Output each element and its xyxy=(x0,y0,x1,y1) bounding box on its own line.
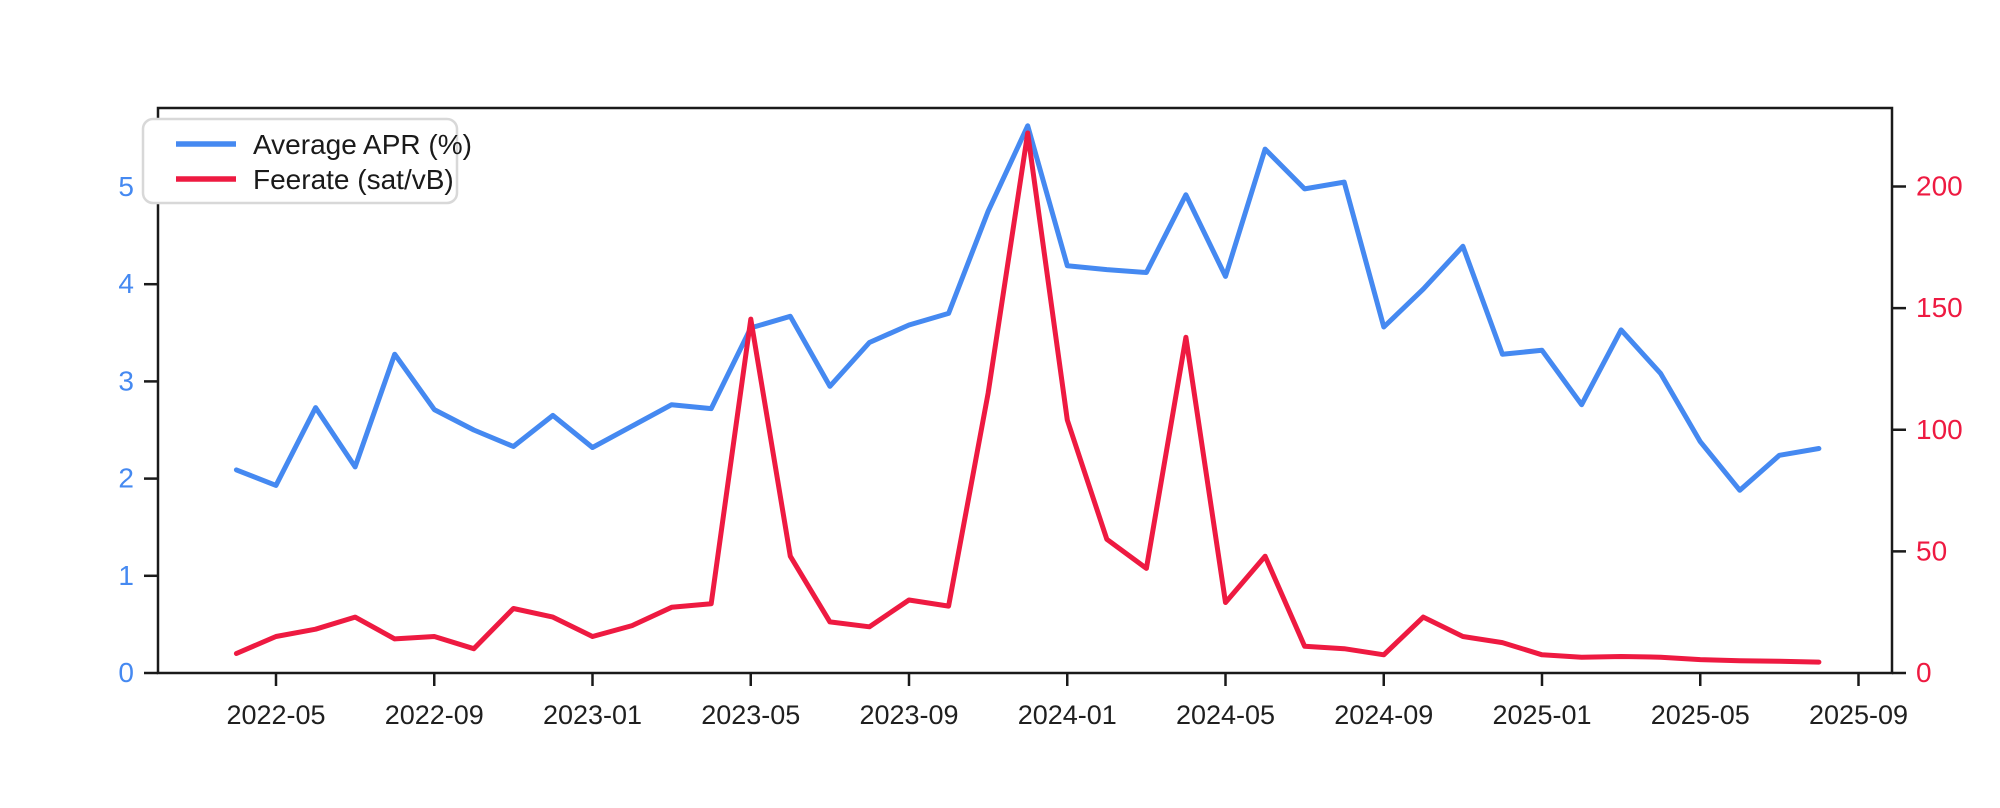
x-axis-tick-label: 2022-05 xyxy=(226,700,325,730)
right-axis-tick-label: 50 xyxy=(1916,535,1947,566)
x-axis-tick-label: 2023-05 xyxy=(701,700,800,730)
x-axis-tick-label: 2023-01 xyxy=(543,700,642,730)
average-apr-line-series xyxy=(233,123,1822,493)
x-axis-tick-label: 2025-01 xyxy=(1492,700,1591,730)
left-axis-tick-label: 1 xyxy=(118,560,134,591)
feerate-line-series xyxy=(233,130,1822,665)
axes-spines xyxy=(156,106,1894,675)
left-axis-tick-label: 2 xyxy=(118,463,134,494)
left-axis-tick-label: 0 xyxy=(118,657,134,688)
right-axis-tick-label: 100 xyxy=(1916,414,1963,445)
left-axis-tick-label: 3 xyxy=(118,365,134,396)
left-axis-tick-label: 4 xyxy=(118,268,134,299)
x-axis-tick-label: 2025-09 xyxy=(1809,700,1908,730)
x-axis-tick-label: 2022-09 xyxy=(385,700,484,730)
left-axis-tick-label: 5 xyxy=(118,171,134,202)
legend-label: Feerate (sat/vB) xyxy=(253,164,454,195)
legend-box xyxy=(141,117,459,205)
x-axis-tick-label: 2024-05 xyxy=(1176,700,1275,730)
chart-canvas: 2022-05 2022-09 2023-01 2023-05 2023-09 2024-… xyxy=(40,16,2000,803)
right-axis-tick-label: 0 xyxy=(1916,657,1932,688)
x-axis-tick-label: 2024-09 xyxy=(1334,700,1433,730)
right-axis-tick-label: 150 xyxy=(1916,292,1963,323)
apr-feerate-chart: 2022-05 2022-09 2023-01 2023-05 2023-09 2024-… xyxy=(40,16,2000,803)
x-axis-tick-label: 2025-05 xyxy=(1651,700,1750,730)
right-axis-tick-label: 200 xyxy=(1916,171,1963,202)
x-axis-tick-label: 2023-09 xyxy=(859,700,958,730)
x-axis-tick-label: 2024-01 xyxy=(1018,700,1117,730)
legend-label: Average APR (%) xyxy=(253,129,472,160)
